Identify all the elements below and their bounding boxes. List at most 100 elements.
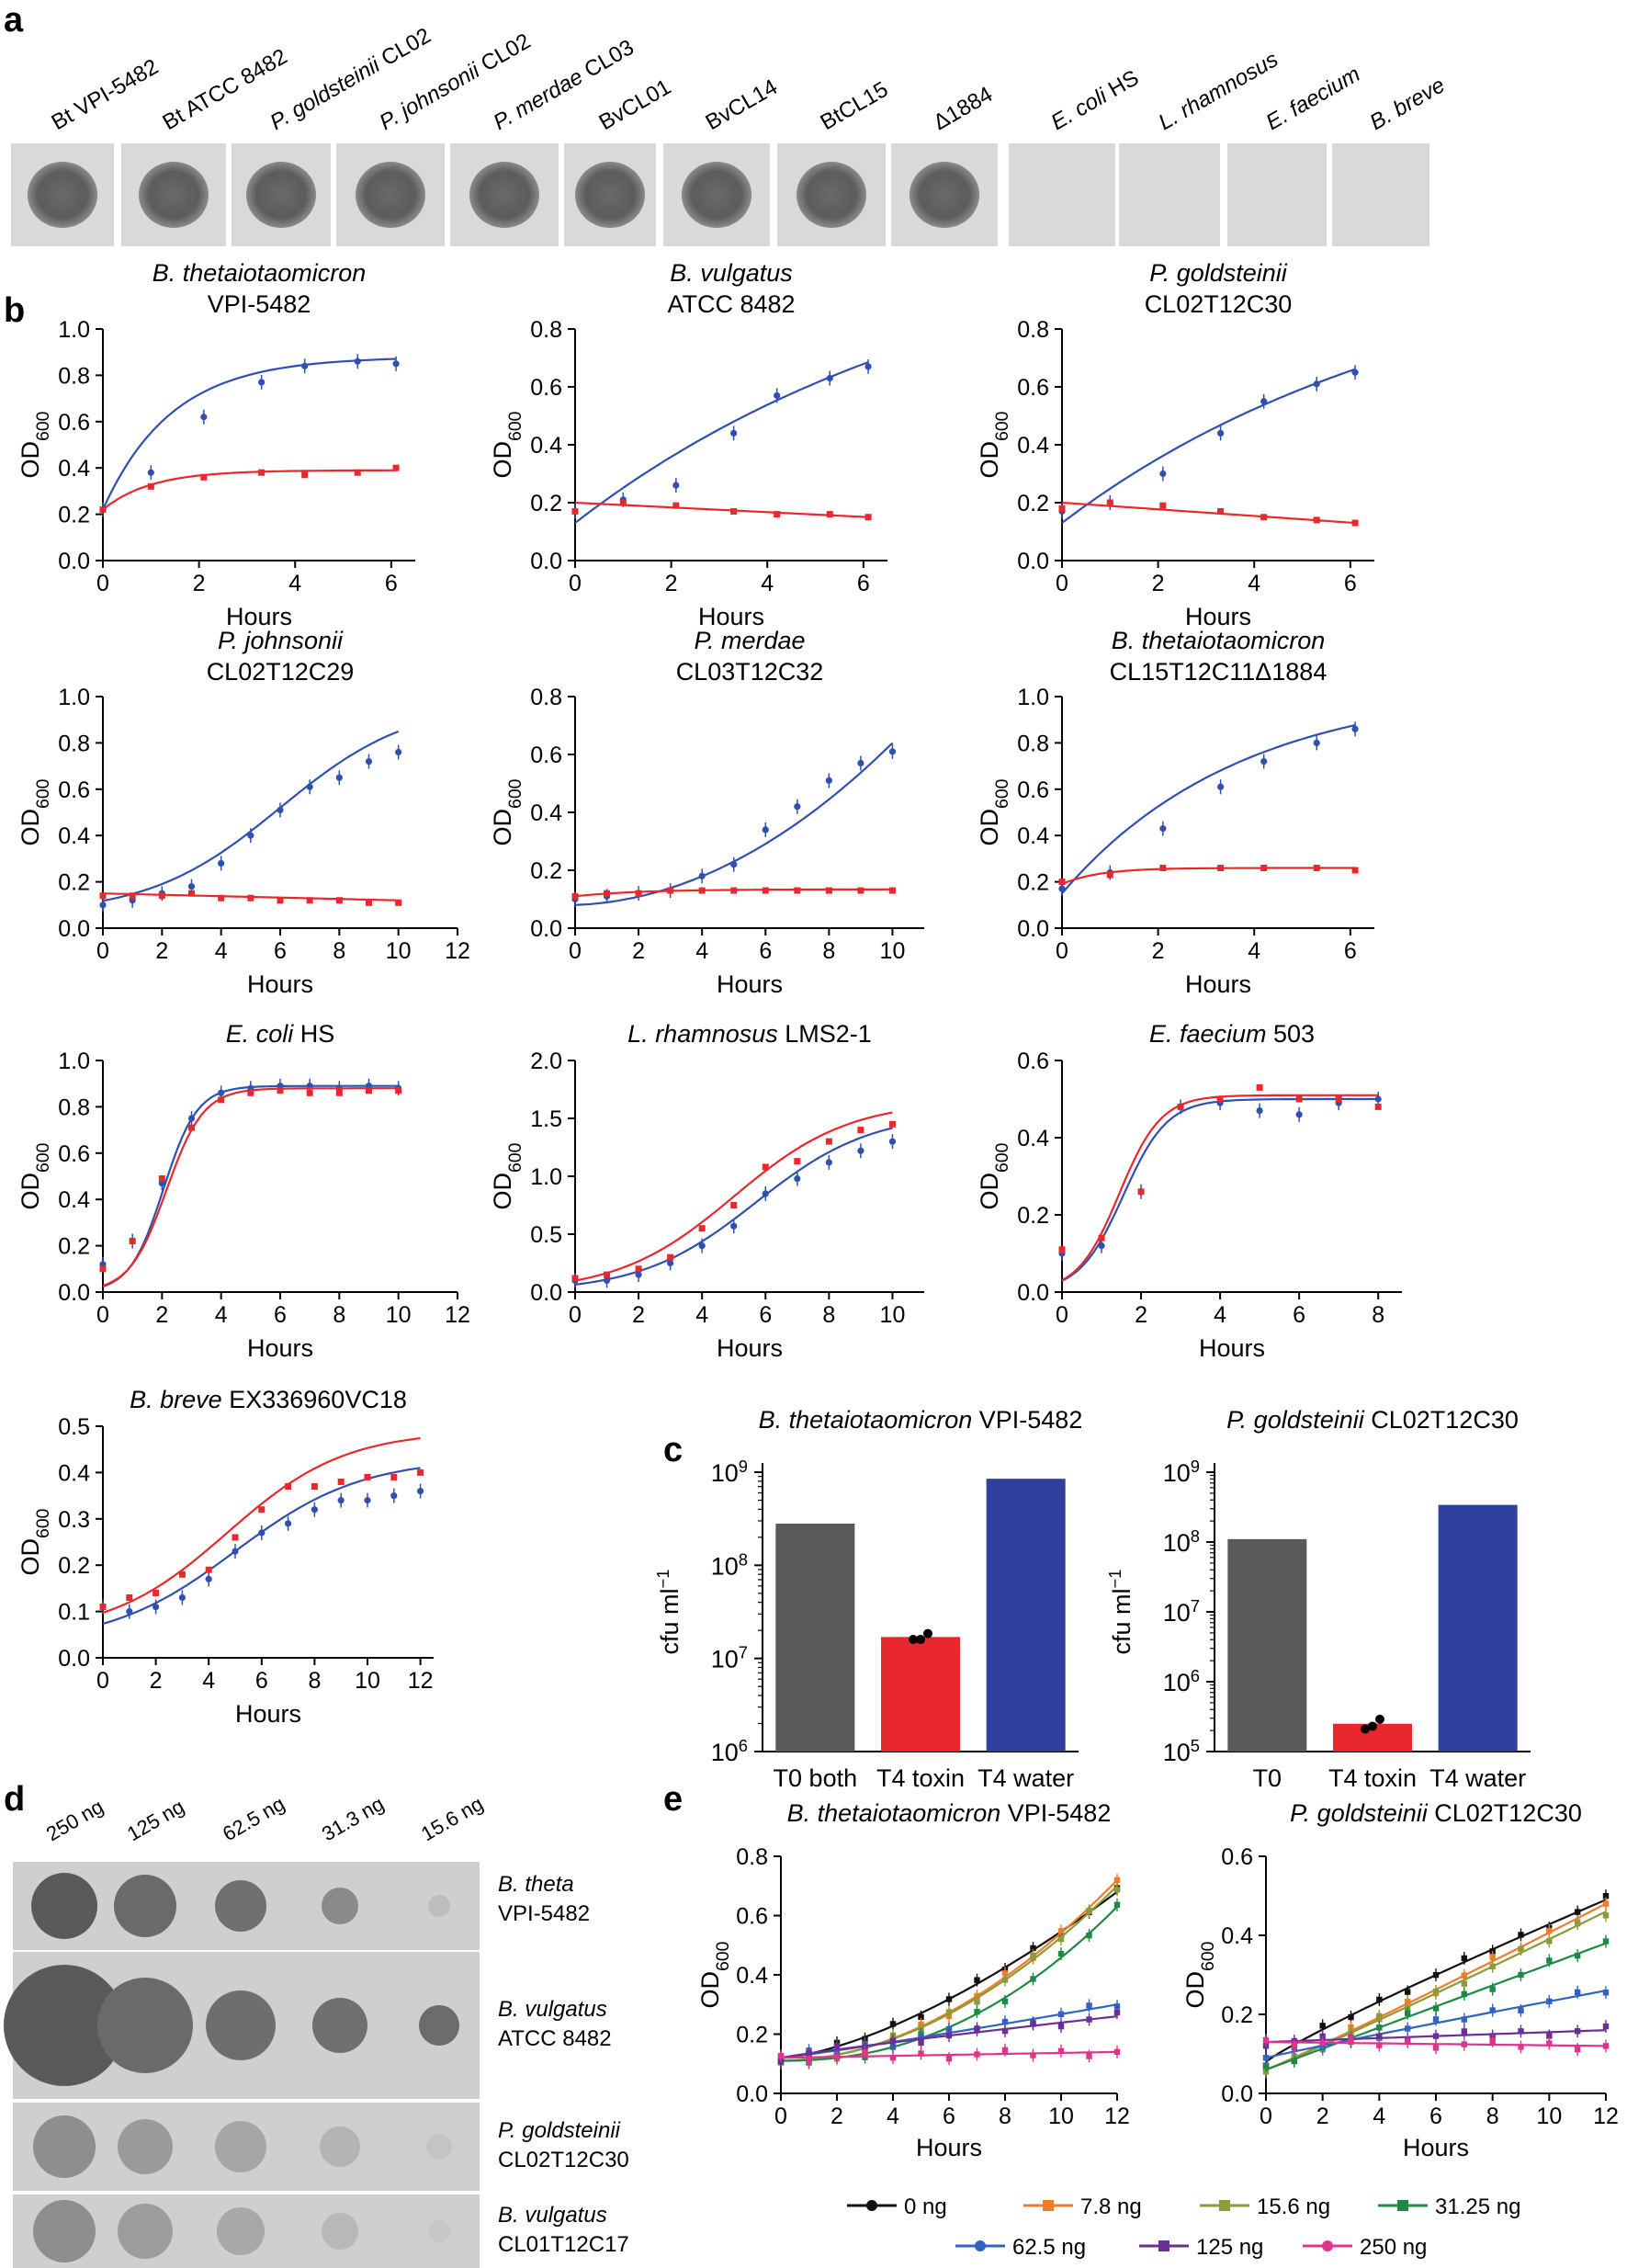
data-point-red [635,890,642,897]
data-point-blue [794,1174,801,1183]
dose-point [1546,1957,1553,1964]
data-point-red [417,1469,424,1476]
replicate-point [923,1628,932,1639]
dose-point [1376,2042,1383,2048]
data-point-blue [1058,885,1066,892]
dose-point [1319,2039,1326,2047]
dose-point [1291,2043,1298,2049]
dose-point [945,2032,953,2039]
data-point-blue [864,363,872,370]
data-point-blue [825,1159,832,1166]
y-axis-label: OD600 [17,411,53,478]
bar-t0 [1227,1538,1307,1752]
data-point-red [311,1483,318,1491]
dose-point [1574,2046,1581,2053]
strain-label: E. coli HS [1047,65,1144,135]
data-point-red [285,1483,292,1491]
data-point-red [672,502,680,509]
y-tick-label: 1.0 [58,685,90,710]
data-point-blue [1217,783,1225,790]
spot-circle [682,162,751,228]
dose-point [1001,2047,1009,2054]
y-tick-label: 0.0 [736,2081,768,2107]
data-point-red [1106,499,1113,506]
y-tick-label: 1.5 [530,1106,562,1132]
data-point-blue [888,1138,897,1145]
category-label: T4 toxin [1328,1764,1417,1792]
x-axis-label: Hours [1199,1334,1265,1362]
dose-point [1518,1932,1524,1938]
data-point-red [762,887,769,894]
strain-id: CL01T12C17 [498,2232,629,2257]
data-point-red [366,899,372,906]
data-point-red [364,1473,371,1480]
dose-point [833,2054,841,2060]
y-tick-label: 0.4 [58,1187,90,1213]
x-axis-label: Hours [235,1700,301,1728]
data-point-blue [390,1492,398,1500]
legend-label: 15.6 ng [1257,2194,1330,2219]
legend-label: 62.5 ng [1012,2235,1086,2260]
dose-point [1086,2053,1092,2059]
dose-point [1262,2055,1270,2061]
data-point-red [1216,1095,1224,1103]
y-tick-label: 0.6 [58,1141,90,1167]
data-point-red [825,1138,832,1145]
data-point-blue [1260,398,1268,405]
y-tick-label: 0.8 [58,731,90,756]
data-point-blue [205,1575,212,1582]
data-point-red [200,473,208,481]
data-point-blue [301,362,309,369]
dose-point [1001,2027,1009,2035]
replicate-point [916,1635,925,1645]
dose-point [1546,2040,1553,2047]
data-point-red [635,1265,642,1273]
dose-point [945,2009,953,2015]
x-tick-label: 2 [155,938,168,964]
data-point-red [258,1506,266,1514]
chart-title-line2: ATCC 8482 [667,290,795,318]
legend-marker [1219,2200,1230,2211]
y-tick-label: 0.2 [1017,491,1049,516]
x-tick-label: 8 [822,1302,835,1328]
data-point-red [158,1175,165,1183]
dose-point [1030,1953,1036,1959]
data-point-red [619,499,627,506]
y-tick-label: 0.5 [530,1222,562,1248]
chart-b5: 0 2 4 6 8 10 0.0 0.2 0.4 0.6 0.8 Hours OD600 P. merda… [489,627,924,998]
x-tick-label: 8 [822,938,835,964]
replicate-point [1368,1721,1377,1731]
data-point-red [99,892,107,900]
fit-line-red [1061,867,1356,886]
chart-title-line2: CL02T12C30 [1145,290,1293,318]
data-point-blue [762,826,769,833]
data-point-blue [857,1147,864,1154]
y-tick-label: 0.6 [530,743,562,768]
x-tick-label: 12 [1593,2104,1619,2129]
y-tick-label: 0.6 [530,375,562,401]
dose-point [1113,1901,1121,1908]
replicate-point [909,1634,918,1644]
legend-marker [1322,2240,1333,2251]
data-point-red [888,1120,896,1128]
data-point-blue [825,777,832,784]
x-axis-label: Hours [698,603,764,630]
dose-point [1432,1988,1440,1995]
legend-label: 7.8 ng [1080,2194,1142,2219]
data-point-red [1260,864,1268,871]
y-tick-label: 0.5 [58,1414,90,1440]
dose-point [1602,1912,1610,1919]
dose-point [1574,2028,1581,2035]
dose-point [1546,1998,1553,2005]
data-point-blue [1256,1107,1263,1115]
y-tick-label: 0.0 [58,916,90,942]
dilution-spot [215,1880,266,1932]
x-axis-label: Hours [717,1334,783,1362]
strain-label: E. faecium [1262,62,1365,135]
data-point-red [857,887,864,894]
y-tick-label: 0.4 [1017,823,1049,849]
y-tick-label: 2.0 [530,1049,562,1074]
fit-line-blue [102,1084,399,1288]
fit-line-red [102,1436,421,1614]
data-point-red [571,1275,579,1282]
